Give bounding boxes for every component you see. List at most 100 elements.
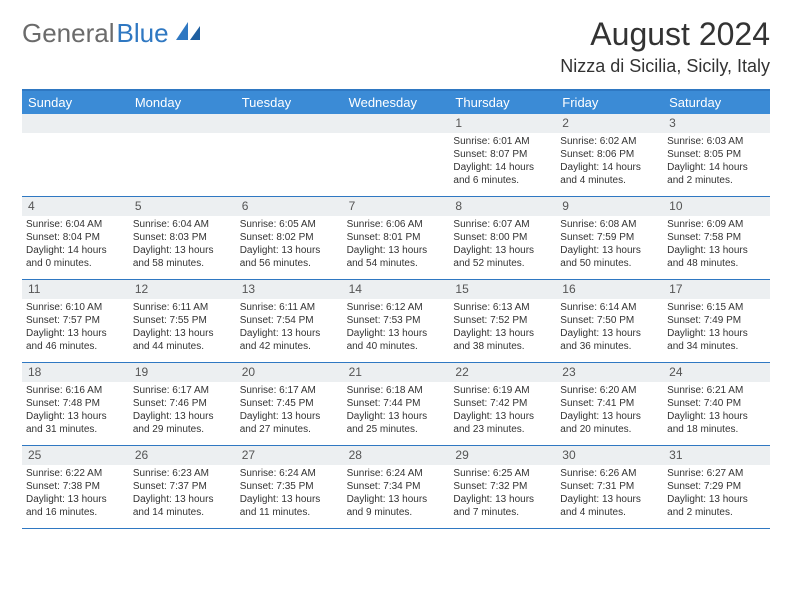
sunrise-text: Sunrise: 6:16 AM bbox=[26, 384, 125, 397]
sunset-text: Sunset: 7:57 PM bbox=[26, 314, 125, 327]
day-number: 27 bbox=[236, 446, 343, 465]
daylight-text: Daylight: 13 hours and 36 minutes. bbox=[560, 327, 659, 353]
weekday-header: Saturday bbox=[663, 91, 770, 114]
daylight-text: Daylight: 13 hours and 18 minutes. bbox=[667, 410, 766, 436]
day-number: 18 bbox=[22, 363, 129, 382]
day-number: 16 bbox=[556, 280, 663, 299]
day-cell: 6Sunrise: 6:05 AMSunset: 8:02 PMDaylight… bbox=[236, 197, 343, 279]
daylight-text: Daylight: 13 hours and 9 minutes. bbox=[347, 493, 446, 519]
sunrise-text: Sunrise: 6:14 AM bbox=[560, 301, 659, 314]
day-number: 20 bbox=[236, 363, 343, 382]
sunset-text: Sunset: 7:31 PM bbox=[560, 480, 659, 493]
sunrise-text: Sunrise: 6:04 AM bbox=[26, 218, 125, 231]
day-details: Sunrise: 6:14 AMSunset: 7:50 PMDaylight:… bbox=[560, 301, 659, 353]
sunset-text: Sunset: 7:44 PM bbox=[347, 397, 446, 410]
day-details: Sunrise: 6:17 AMSunset: 7:46 PMDaylight:… bbox=[133, 384, 232, 436]
logo-sail-icon bbox=[174, 18, 202, 49]
daylight-text: Daylight: 13 hours and 42 minutes. bbox=[240, 327, 339, 353]
sunset-text: Sunset: 8:07 PM bbox=[453, 148, 552, 161]
day-cell: 9Sunrise: 6:08 AMSunset: 7:59 PMDaylight… bbox=[556, 197, 663, 279]
sunset-text: Sunset: 7:55 PM bbox=[133, 314, 232, 327]
weekday-header-row: SundayMondayTuesdayWednesdayThursdayFrid… bbox=[22, 91, 770, 114]
sunrise-text: Sunrise: 6:02 AM bbox=[560, 135, 659, 148]
sunset-text: Sunset: 7:29 PM bbox=[667, 480, 766, 493]
day-number: 11 bbox=[22, 280, 129, 299]
daylight-text: Daylight: 13 hours and 38 minutes. bbox=[453, 327, 552, 353]
daylight-text: Daylight: 13 hours and 20 minutes. bbox=[560, 410, 659, 436]
day-details: Sunrise: 6:25 AMSunset: 7:32 PMDaylight:… bbox=[453, 467, 552, 519]
sunrise-text: Sunrise: 6:12 AM bbox=[347, 301, 446, 314]
sunrise-text: Sunrise: 6:13 AM bbox=[453, 301, 552, 314]
day-cell: 24Sunrise: 6:21 AMSunset: 7:40 PMDayligh… bbox=[663, 363, 770, 445]
sunrise-text: Sunrise: 6:22 AM bbox=[26, 467, 125, 480]
sunset-text: Sunset: 7:53 PM bbox=[347, 314, 446, 327]
day-number: 4 bbox=[22, 197, 129, 216]
sunset-text: Sunset: 7:41 PM bbox=[560, 397, 659, 410]
sunrise-text: Sunrise: 6:17 AM bbox=[240, 384, 339, 397]
day-cell: 19 Sunrise: 6:17 AMSunset: 7:46 PMDayligh… bbox=[129, 363, 236, 445]
sunset-text: Sunset: 8:00 PM bbox=[453, 231, 552, 244]
daylight-text: Daylight: 13 hours and 50 minutes. bbox=[560, 244, 659, 270]
day-number: 23 bbox=[556, 363, 663, 382]
day-details: Sunrise: 6:27 AMSunset: 7:29 PMDaylight:… bbox=[667, 467, 766, 519]
day-cell: 2Sunrise: 6:02 AMSunset: 8:06 PMDaylight… bbox=[556, 114, 663, 196]
day-details: Sunrise: 6:19 AMSunset: 7:42 PMDaylight:… bbox=[453, 384, 552, 436]
title-block: August 2024 Nizza di Sicilia, Sicily, It… bbox=[560, 18, 770, 77]
day-number: 29 bbox=[449, 446, 556, 465]
day-cell: 31Sunrise: 6:27 AMSunset: 7:29 PMDayligh… bbox=[663, 446, 770, 528]
day-details: Sunrise: 6:24 AMSunset: 7:34 PMDaylight:… bbox=[347, 467, 446, 519]
weekday-header: Wednesday bbox=[343, 91, 450, 114]
sunset-text: Sunset: 7:40 PM bbox=[667, 397, 766, 410]
sunset-text: Sunset: 8:05 PM bbox=[667, 148, 766, 161]
day-number: 8 bbox=[449, 197, 556, 216]
weekday-header: Sunday bbox=[22, 91, 129, 114]
day-details: Sunrise: 6:04 AMSunset: 8:03 PMDaylight:… bbox=[133, 218, 232, 270]
daylight-text: Daylight: 13 hours and 25 minutes. bbox=[347, 410, 446, 436]
day-details: Sunrise: 6:21 AMSunset: 7:40 PMDaylight:… bbox=[667, 384, 766, 436]
weekday-header: Monday bbox=[129, 91, 236, 114]
day-details: Sunrise: 6:10 AMSunset: 7:57 PMDaylight:… bbox=[26, 301, 125, 353]
sunrise-text: Sunrise: 6:08 AM bbox=[560, 218, 659, 231]
daylight-text: Daylight: 13 hours and 46 minutes. bbox=[26, 327, 125, 353]
weekday-header: Tuesday bbox=[236, 91, 343, 114]
day-number: 19 bbox=[129, 363, 236, 382]
day-details: Sunrise: 6:18 AMSunset: 7:44 PMDaylight:… bbox=[347, 384, 446, 436]
day-details: Sunrise: 6:23 AMSunset: 7:37 PMDaylight:… bbox=[133, 467, 232, 519]
day-number: 5 bbox=[129, 197, 236, 216]
day-number: 10 bbox=[663, 197, 770, 216]
day-number: 3 bbox=[663, 114, 770, 133]
day-number bbox=[22, 114, 129, 133]
week-row: 1Sunrise: 6:01 AMSunset: 8:07 PMDaylight… bbox=[22, 114, 770, 197]
day-number: 13 bbox=[236, 280, 343, 299]
day-details: Sunrise: 6:04 AMSunset: 8:04 PMDaylight:… bbox=[26, 218, 125, 270]
daylight-text: Daylight: 13 hours and 31 minutes. bbox=[26, 410, 125, 436]
day-cell: 23 Sunrise: 6:20 AMSunset: 7:41 PMDayligh… bbox=[556, 363, 663, 445]
day-cell: 20 Sunrise: 6:17 AMSunset: 7:45 PMDayligh… bbox=[236, 363, 343, 445]
day-details: Sunrise: 6:05 AMSunset: 8:02 PMDaylight:… bbox=[240, 218, 339, 270]
sunset-text: Sunset: 7:37 PM bbox=[133, 480, 232, 493]
sunrise-text: Sunrise: 6:01 AM bbox=[453, 135, 552, 148]
daylight-text: Daylight: 13 hours and 27 minutes. bbox=[240, 410, 339, 436]
daylight-text: Daylight: 13 hours and 40 minutes. bbox=[347, 327, 446, 353]
day-number: 15 bbox=[449, 280, 556, 299]
daylight-text: Daylight: 14 hours and 6 minutes. bbox=[453, 161, 552, 187]
month-title: August 2024 bbox=[560, 18, 770, 52]
sunrise-text: Sunrise: 6:25 AM bbox=[453, 467, 552, 480]
day-cell: 8Sunrise: 6:07 AMSunset: 8:00 PMDaylight… bbox=[449, 197, 556, 279]
day-details: Sunrise: 6:17 AMSunset: 7:45 PMDaylight:… bbox=[240, 384, 339, 436]
week-row: 11 Sunrise: 6:10 AMSunset: 7:57 PMDayligh… bbox=[22, 280, 770, 363]
sunset-text: Sunset: 7:42 PM bbox=[453, 397, 552, 410]
day-details: Sunrise: 6:12 AMSunset: 7:53 PMDaylight:… bbox=[347, 301, 446, 353]
sunrise-text: Sunrise: 6:17 AM bbox=[133, 384, 232, 397]
sunset-text: Sunset: 8:02 PM bbox=[240, 231, 339, 244]
day-number: 2 bbox=[556, 114, 663, 133]
day-cell bbox=[22, 114, 129, 196]
day-details: Sunrise: 6:20 AMSunset: 7:41 PMDaylight:… bbox=[560, 384, 659, 436]
day-cell: 1Sunrise: 6:01 AMSunset: 8:07 PMDaylight… bbox=[449, 114, 556, 196]
day-cell: 14Sunrise: 6:12 AMSunset: 7:53 PMDayligh… bbox=[343, 280, 450, 362]
day-cell: 10Sunrise: 6:09 AMSunset: 7:58 PMDayligh… bbox=[663, 197, 770, 279]
sunset-text: Sunset: 7:54 PM bbox=[240, 314, 339, 327]
sunrise-text: Sunrise: 6:05 AM bbox=[240, 218, 339, 231]
day-details: Sunrise: 6:01 AMSunset: 8:07 PMDaylight:… bbox=[453, 135, 552, 187]
daylight-text: Daylight: 13 hours and 7 minutes. bbox=[453, 493, 552, 519]
